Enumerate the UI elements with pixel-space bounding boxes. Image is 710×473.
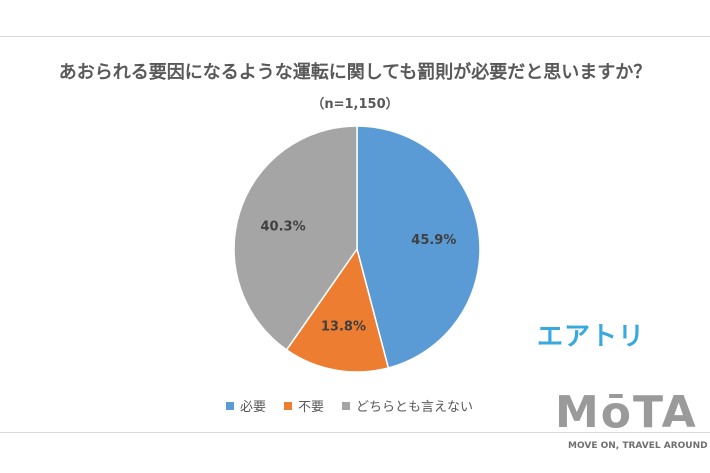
legend-label: どちらとも言えない — [356, 400, 474, 415]
legend-item-neither: どちらとも言えない — [342, 396, 473, 415]
pie-slice-necessary — [356, 125, 481, 369]
data-label: 40.3% — [261, 220, 306, 235]
pie-slice-neither — [233, 125, 358, 351]
legend: 必要 不要 どちらとも言えない — [226, 396, 473, 415]
legend-swatch — [342, 401, 351, 410]
pie-slice-unnecessary — [285, 247, 390, 373]
mota-tagline: MOVE ON, TRAVEL AROUND — [568, 441, 708, 451]
legend-item-unnecessary: 不要 — [284, 396, 324, 415]
legend-label: 必要 — [240, 400, 267, 415]
bottom-divider — [0, 432, 710, 433]
chart-title: あおられる要因になるような運転に関しても罰則が必要だと思いますか？ — [58, 62, 652, 83]
legend-swatch — [226, 401, 234, 410]
data-label: 45.9% — [411, 233, 456, 248]
legend-label: 不要 — [298, 400, 325, 415]
mota-logo: MōTA — [555, 387, 698, 438]
legend-swatch — [284, 401, 293, 410]
chart-subtitle: （n=1,150） — [311, 97, 399, 112]
airtrip-logo: エアトリ — [537, 322, 646, 352]
data-label: 13.8% — [321, 319, 366, 334]
legend-item-necessary: 必要 — [226, 396, 266, 415]
top-divider — [0, 36, 710, 37]
